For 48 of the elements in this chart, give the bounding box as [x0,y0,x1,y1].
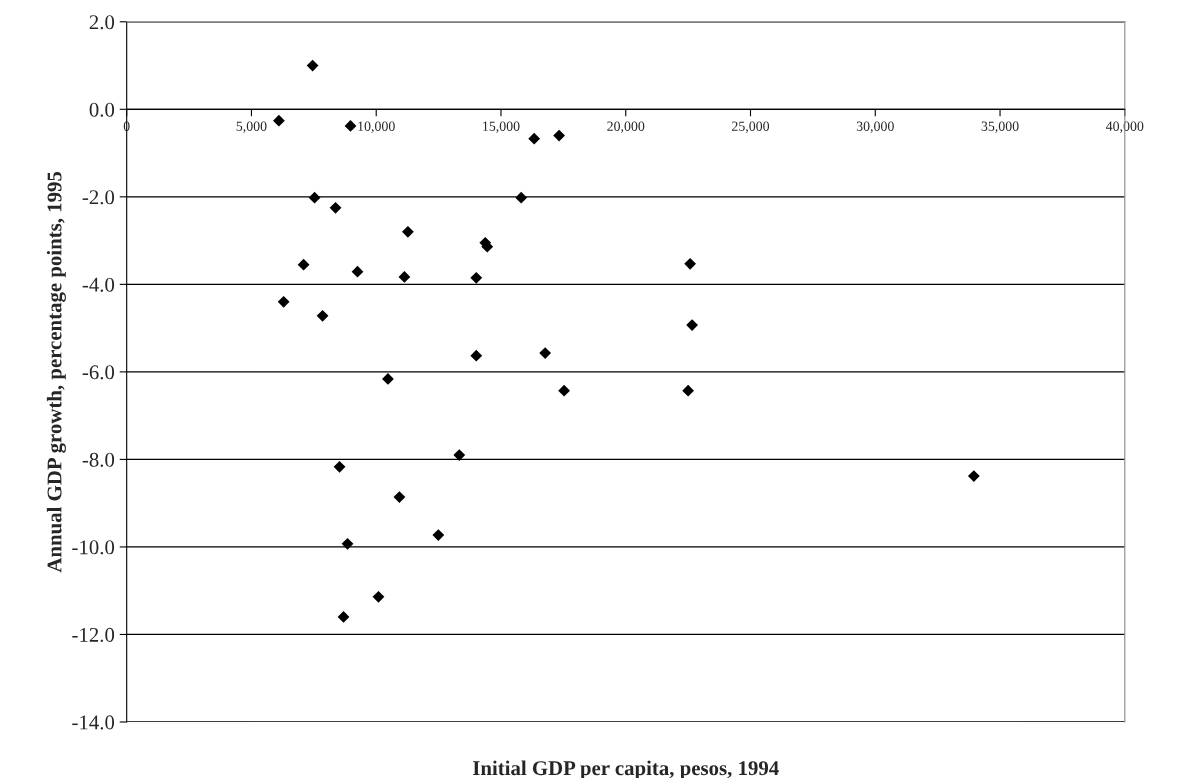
point [553,129,566,142]
point [528,132,541,145]
y-tick-label: -6.0 [82,365,115,380]
y-tick-label: -2.0 [82,190,115,205]
point [684,257,697,270]
y-tick-label: 0.0 [89,102,115,117]
x-tick-label: 5,000 [236,121,267,133]
point [515,191,528,204]
x-tick-label: 10,000 [358,121,395,133]
point [308,191,321,204]
point [316,309,329,322]
point [470,271,483,284]
y-tick-label: -10.0 [72,540,115,555]
y-axis-title: Annual GDP growth, percentage points, 1995 [46,171,66,573]
y-tick-label: -8.0 [82,452,115,467]
x-tick-label: 30,000 [856,121,894,133]
point [402,225,414,238]
point [967,470,980,482]
point [682,384,695,397]
x-tick-label: 20,000 [607,121,645,133]
point [453,449,466,461]
point [393,491,406,503]
y-tick-label: -4.0 [82,277,115,292]
point [372,590,385,603]
y-tick-label: -14.0 [72,715,115,730]
point [432,529,445,542]
point [273,114,285,127]
x-tick-label: 25,000 [732,121,770,133]
point [277,295,290,308]
point [351,265,364,278]
x-tick-label: 40,000 [1105,121,1144,133]
point [344,120,357,132]
x-tick-label: 35,000 [981,121,1019,133]
point [686,319,699,331]
point [398,271,411,283]
point [558,384,570,397]
point [341,537,354,550]
point [306,59,319,72]
point [539,347,552,359]
point [470,349,483,362]
point [297,258,310,271]
x-tick-label: 15,000 [483,121,520,133]
point [337,611,350,623]
point [333,460,346,473]
y-tick-label: 2.0 [89,15,115,30]
point [329,201,342,214]
y-tick-label: -12.0 [72,627,115,642]
point [382,372,394,385]
